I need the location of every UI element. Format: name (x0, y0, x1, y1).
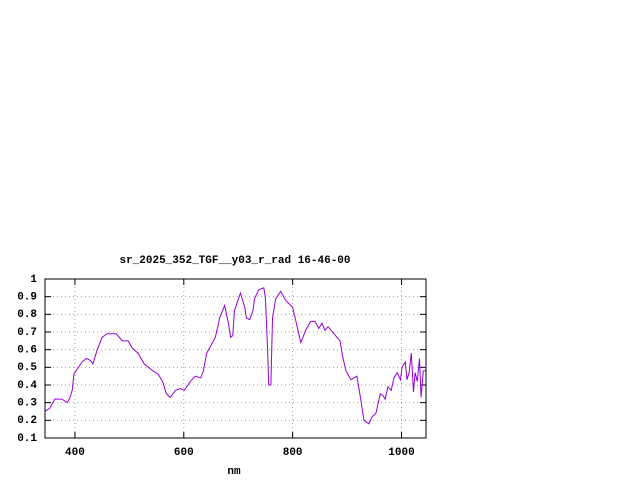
x-tick-label: 1000 (388, 447, 414, 459)
y-tick-label: 1 (30, 274, 37, 286)
data-line (44, 287, 427, 425)
plot-border (44, 278, 427, 439)
y-tick-label: 0.7 (17, 327, 37, 339)
y-tick-label: 0.3 (17, 398, 37, 410)
y-tick-label: 0.6 (17, 345, 37, 357)
x-tick-label: 800 (283, 447, 303, 459)
y-tick-label: 0.8 (17, 309, 37, 321)
y-tick-label: 0.9 (17, 292, 37, 304)
x-tick-label: 600 (174, 447, 194, 459)
chart-title: sr_2025_352_TGF__y03_r_rad 16-46-00 (119, 255, 350, 267)
x-tick-label: 400 (65, 447, 85, 459)
y-tick-label: 0.1 (17, 433, 37, 445)
y-tick-label: 0.5 (17, 362, 37, 374)
y-tick-label: 0.2 (17, 415, 37, 427)
y-tick-label: 0.4 (17, 380, 37, 392)
x-axis-label: nm (227, 466, 241, 478)
